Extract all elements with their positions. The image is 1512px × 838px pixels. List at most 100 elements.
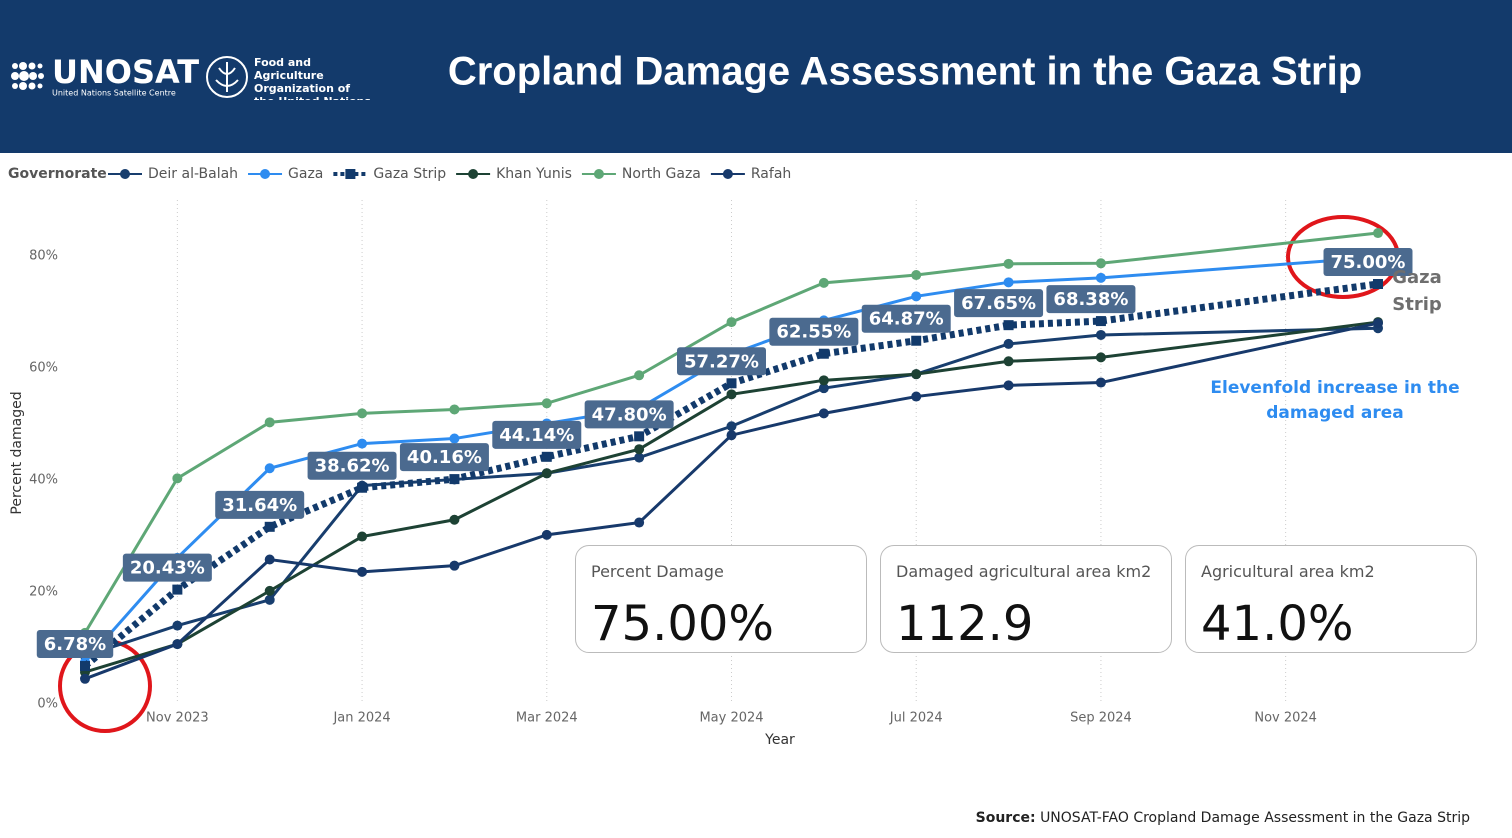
y-tick-label: 40%: [29, 473, 58, 488]
fao-emblem: [206, 56, 248, 98]
value-label-box: [954, 289, 1044, 318]
point: [634, 517, 645, 528]
legend-marker: [120, 169, 130, 179]
point: [357, 566, 368, 577]
value-label: 6.78%: [36, 630, 114, 659]
value-label: 68.38%: [1046, 285, 1136, 314]
point: [911, 291, 922, 302]
point: [1095, 258, 1106, 269]
point: [357, 438, 368, 449]
value-label-text: 64.87%: [869, 309, 944, 330]
page-title: Cropland Damage Assessment in the Gaza S…: [448, 50, 1362, 94]
value-label-box: [215, 490, 305, 519]
point: [818, 277, 829, 288]
fao-wheat: [215, 62, 239, 92]
point: [172, 639, 183, 650]
value-label: 75.00%: [1323, 248, 1413, 276]
point: [449, 404, 460, 415]
x-tick-label: Jan 2024: [332, 711, 390, 726]
value-label-box: [307, 451, 397, 480]
point: [1095, 316, 1106, 327]
point: [726, 317, 737, 328]
point: [1373, 228, 1383, 239]
y-tick-label: 20%: [29, 585, 58, 600]
value-label-box: [861, 304, 951, 333]
source-label: Source:: [975, 810, 1036, 826]
point: [818, 348, 829, 359]
kpi-card: Damaged agricultural area km2 112.9: [880, 545, 1172, 653]
point: [1095, 377, 1106, 388]
x-tick-label: May 2024: [699, 711, 763, 726]
value-label-box: [1046, 285, 1136, 314]
value-label-text: 57.27%: [684, 351, 759, 372]
fao-name: Food and Agriculture Organization of the…: [254, 56, 371, 100]
header-bar: [0, 0, 1512, 153]
value-label: 47.80%: [584, 400, 674, 429]
legend-label: Rafah: [751, 166, 791, 182]
point: [1003, 258, 1014, 269]
legend-marker: [722, 169, 733, 179]
point: [911, 270, 922, 281]
point: [1373, 318, 1383, 329]
point: [449, 433, 460, 444]
point: [911, 335, 922, 346]
legend-marker: [593, 169, 604, 179]
point: [172, 584, 183, 595]
value-label-text: 31.64%: [222, 495, 297, 516]
point: [634, 370, 645, 381]
point: [726, 378, 737, 389]
unosat-icon: [11, 62, 44, 90]
x-tick-label: Sep 2024: [1070, 711, 1132, 726]
point: [264, 554, 275, 565]
point: [541, 529, 552, 540]
point: [1095, 352, 1106, 363]
source: Source: UNOSAT-FAO Cropland Damage Asses…: [976, 810, 1470, 826]
value-label-box: [122, 553, 212, 582]
point: [1003, 338, 1014, 349]
annotation: Gaza Strip: [1392, 267, 1442, 315]
point: [1373, 279, 1383, 289]
point: [80, 673, 90, 684]
point: [818, 408, 829, 419]
point: [1003, 277, 1014, 288]
kpi-label: Agricultural area km2: [1201, 562, 1375, 581]
point: [449, 514, 460, 525]
x-tick-label: Jul 2024: [889, 711, 943, 726]
point: [911, 391, 922, 402]
point: [264, 521, 275, 532]
value-label: 38.62%: [307, 451, 397, 480]
legend-label: Khan Yunis: [496, 166, 572, 182]
legend-marker: [468, 169, 479, 179]
legend-title: Governorate: [8, 166, 107, 182]
y-tick-label: 60%: [29, 361, 58, 376]
kpi-card: Agricultural area km2 41.0%: [1185, 545, 1477, 653]
source-text: UNOSAT-FAO Cropland Damage Assessment in…: [1040, 810, 1470, 826]
kpi-label: Percent Damage: [591, 562, 724, 581]
value-label-text: 20.43%: [130, 558, 205, 579]
point: [726, 421, 737, 432]
value-label-text: 38.62%: [315, 456, 390, 477]
point: [172, 473, 183, 484]
value-label-box: [399, 443, 489, 472]
point: [264, 463, 275, 474]
value-label-box: [1323, 248, 1413, 276]
point: [1003, 320, 1014, 331]
point: [541, 468, 552, 479]
point: [1003, 380, 1014, 391]
value-label-text: 75.00%: [1331, 252, 1406, 273]
value-label-box: [677, 347, 766, 376]
legend-label: North Gaza: [622, 166, 701, 182]
point: [541, 451, 552, 462]
point: [357, 408, 368, 419]
unosat-logo: UNOSAT: [52, 53, 199, 91]
value-label-text: 6.78%: [44, 634, 106, 655]
y-tick-label: 80%: [29, 249, 58, 264]
kpi-value: 41.0%: [1201, 596, 1354, 652]
value-label: 57.27%: [677, 347, 766, 376]
point: [449, 560, 460, 571]
value-label-box: [584, 400, 674, 429]
value-label: 64.87%: [861, 304, 951, 333]
kpi-value: 75.00%: [591, 596, 775, 652]
point: [634, 452, 645, 463]
